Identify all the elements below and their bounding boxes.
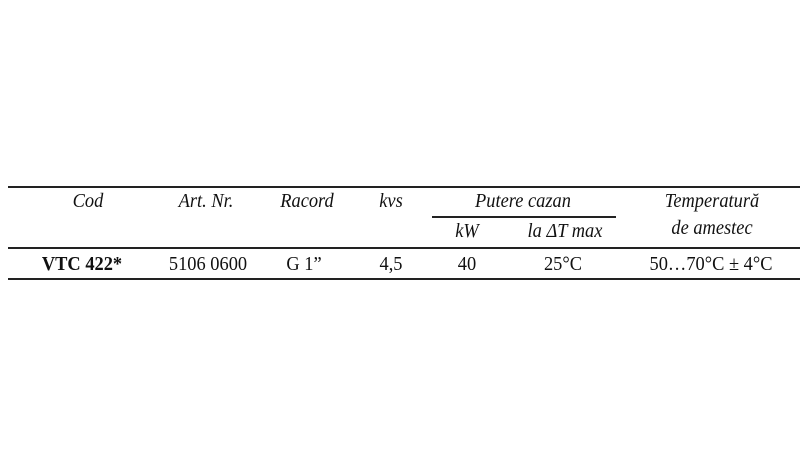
cell-temperatura: 50…70°C ± 4°C — [649, 253, 773, 275]
header-bottom-rule — [8, 247, 800, 249]
header-kw: kW — [455, 220, 479, 242]
header-art-nr: Art. Nr. — [178, 190, 234, 212]
cell-la-dt-max: 25°C — [543, 253, 583, 275]
table-top-rule — [8, 186, 800, 188]
header-temperatura: Temperatură — [664, 190, 760, 212]
header-cod: Cod — [72, 190, 104, 212]
header-de-amestec: de amestec — [671, 217, 753, 239]
cell-racord: G 1” — [286, 253, 322, 275]
table-bottom-rule — [8, 278, 800, 280]
header-kvs: kvs — [379, 190, 403, 212]
header-putere-cazan: Putere cazan — [475, 190, 571, 212]
cell-kw: 40 — [457, 253, 477, 275]
cell-art-nr: 5106 0600 — [168, 253, 248, 275]
cell-cod: VTC 422* — [41, 253, 123, 275]
header-la-dt-max: la ΔT max — [527, 220, 603, 242]
header-racord: Racord — [280, 190, 334, 212]
putere-subheader-rule — [432, 216, 616, 218]
cell-kvs: 4,5 — [379, 253, 403, 275]
